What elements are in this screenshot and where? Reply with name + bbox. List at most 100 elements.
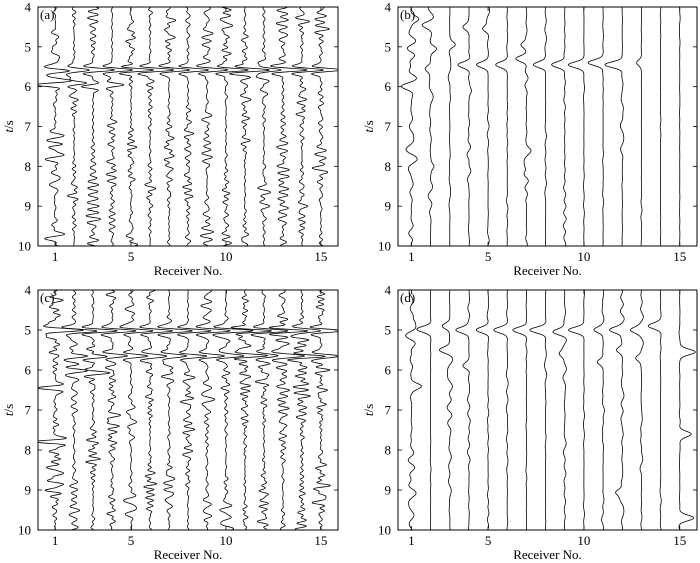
x-axis-label: Receiver No. <box>154 547 223 562</box>
trace-receiver-10 <box>212 290 254 530</box>
trace-receiver-12 <box>255 7 282 246</box>
y-tick-label: 6 <box>25 363 32 378</box>
trace-receiver-14 <box>659 7 662 246</box>
trace-group <box>401 7 681 246</box>
trace-receiver-7 <box>515 7 532 246</box>
x-axis-label: Receiver No. <box>513 547 582 562</box>
x-tick-label: 10 <box>219 249 232 264</box>
trace-receiver-11 <box>587 7 605 246</box>
y-tick-label: 7 <box>25 403 32 418</box>
y-tick-label: 8 <box>25 443 32 458</box>
trace-receiver-12 <box>609 290 625 530</box>
x-tick-label: 5 <box>128 249 135 264</box>
y-tick-label: 9 <box>25 483 32 498</box>
y-axis-label-unit: /s <box>1 404 16 413</box>
y-axis-label-variable: t <box>1 129 16 133</box>
y-tick-label: 8 <box>385 159 392 174</box>
trace-receiver-5 <box>476 7 491 246</box>
trace-receiver-5 <box>118 7 154 246</box>
trace-receiver-13 <box>630 290 644 530</box>
y-tick-label: 9 <box>385 199 392 214</box>
trace-receiver-15 <box>311 7 338 246</box>
trace-receiver-14 <box>647 290 662 530</box>
y-tick-label: 10 <box>378 239 391 254</box>
trace-receiver-6 <box>139 290 173 530</box>
trace-receiver-7 <box>158 7 190 246</box>
y-tick-label: 4 <box>385 283 392 298</box>
panel-label: (d) <box>400 290 415 305</box>
x-tick-label: 15 <box>314 249 327 264</box>
trace-receiver-3 <box>81 290 118 530</box>
x-tick-label: 10 <box>577 249 590 264</box>
x-tick-label: 15 <box>314 533 327 548</box>
trace-receiver-7 <box>512 290 528 530</box>
trace-receiver-5 <box>119 290 154 530</box>
trace-receiver-6 <box>493 290 509 530</box>
panel-label: (a) <box>40 7 54 22</box>
y-tick-label: 9 <box>25 199 32 214</box>
y-tick-label: 4 <box>25 0 32 15</box>
x-tick-label: 5 <box>485 533 492 548</box>
trace-receiver-4 <box>100 290 137 530</box>
y-axis-label: t/s <box>1 404 16 416</box>
trace-receiver-14 <box>287 290 326 530</box>
trace-receiver-9 <box>196 7 229 246</box>
trace-receiver-1 <box>405 290 422 530</box>
y-axis-label: t/s <box>1 120 16 132</box>
x-tick-label: 15 <box>673 249 686 264</box>
y-axis-label-unit: /s <box>1 120 16 129</box>
x-tick-label: 1 <box>408 249 415 264</box>
trace-receiver-2 <box>61 290 98 530</box>
trace-receiver-6 <box>495 7 509 246</box>
trace-receiver-10 <box>568 290 585 530</box>
trace-receiver-2 <box>416 290 432 530</box>
x-axis-label: Receiver No. <box>154 263 223 278</box>
x-tick-label: 10 <box>219 533 232 548</box>
y-tick-label: 7 <box>385 119 392 134</box>
trace-receiver-4 <box>455 290 471 530</box>
trace-receiver-10 <box>567 7 585 246</box>
trace-receiver-1 <box>38 7 72 246</box>
trace-receiver-12 <box>250 290 289 530</box>
y-tick-label: 10 <box>18 239 31 254</box>
y-tick-label: 5 <box>25 323 32 338</box>
plot-frame <box>397 289 698 531</box>
y-tick-label: 10 <box>378 523 391 538</box>
y-axis-label-variable: t <box>1 412 16 416</box>
trace-receiver-14 <box>291 7 324 246</box>
x-axis-label: Receiver No. <box>513 263 582 278</box>
trace-receiver-15 <box>309 290 338 530</box>
x-tick-label: 1 <box>52 533 59 548</box>
trace-receiver-9 <box>195 290 231 530</box>
trace-group <box>405 290 696 530</box>
trace-receiver-15 <box>678 290 696 530</box>
x-tick-label: 15 <box>673 533 686 548</box>
trace-receiver-10 <box>215 7 249 246</box>
trace-receiver-1 <box>38 290 84 530</box>
x-tick-label: 5 <box>485 249 492 264</box>
trace-receiver-11 <box>230 290 272 530</box>
trace-receiver-4 <box>102 7 133 246</box>
y-tick-label: 5 <box>385 323 392 338</box>
trace-receiver-5 <box>475 290 490 530</box>
trace-receiver-3 <box>447 7 456 246</box>
y-tick-label: 5 <box>385 39 392 54</box>
trace-receiver-13 <box>268 290 309 530</box>
y-tick-label: 4 <box>25 283 32 298</box>
y-axis-label-unit: /s <box>361 120 376 129</box>
trace-group <box>38 290 338 530</box>
trace-receiver-13 <box>636 7 643 246</box>
trace-receiver-15 <box>679 7 681 246</box>
y-axis-label-variable: t <box>361 129 376 133</box>
trace-receiver-3 <box>81 7 115 246</box>
trace-receiver-1 <box>401 7 420 246</box>
trace-receiver-11 <box>593 290 605 530</box>
trace-receiver-8 <box>177 290 212 530</box>
y-tick-label: 10 <box>18 523 31 538</box>
x-tick-label: 5 <box>128 533 135 548</box>
y-tick-label: 6 <box>385 79 392 94</box>
